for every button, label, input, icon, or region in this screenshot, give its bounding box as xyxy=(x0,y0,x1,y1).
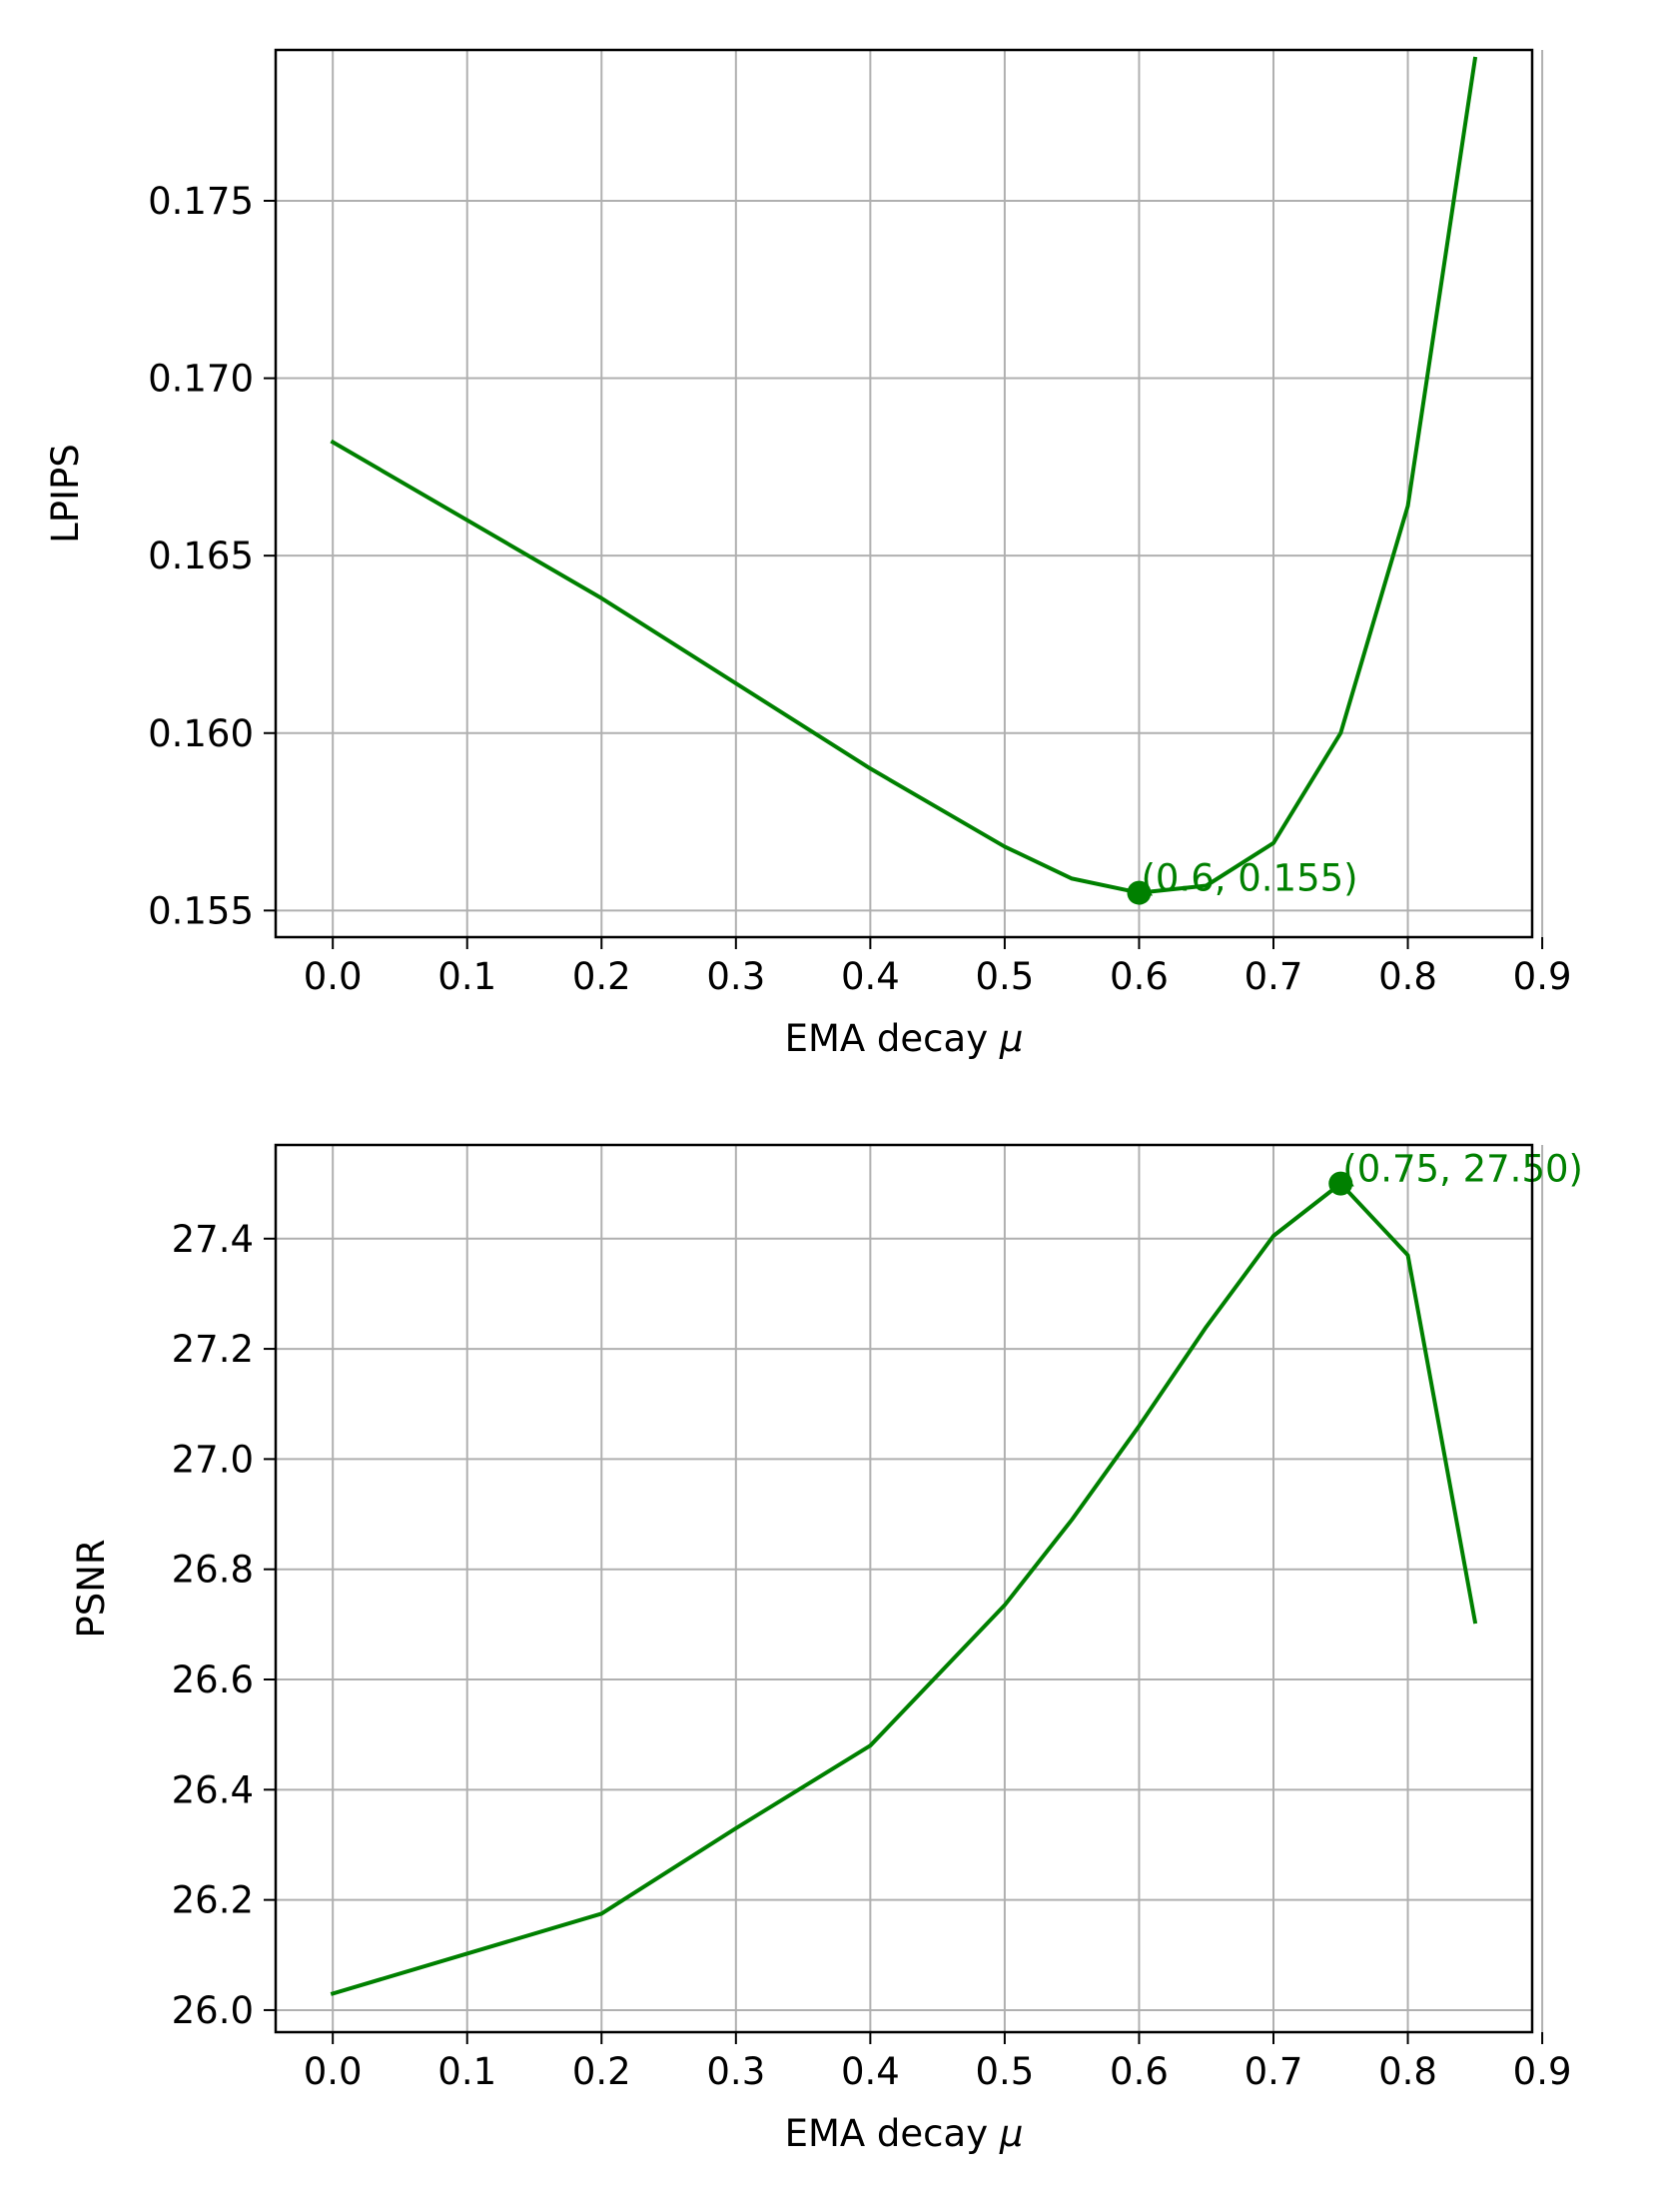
psnr-x-tick-label: 0.4 xyxy=(841,2050,900,2093)
lpips-y-tick-label: 0.165 xyxy=(148,535,254,577)
psnr-x-tick-label: 0.1 xyxy=(437,2050,496,2093)
lpips-highlight-label: (0.6, 0.155) xyxy=(1141,857,1357,900)
lpips-x-tick-label: 0.9 xyxy=(1513,955,1572,998)
lpips-y-tick-label: 0.155 xyxy=(148,889,254,932)
psnr-y-tick-label: 26.2 xyxy=(172,1879,254,1922)
psnr-axes-frame xyxy=(274,1143,1534,2034)
psnr-y-tick-label: 26.8 xyxy=(172,1549,254,1592)
psnr-series-line xyxy=(330,1181,1478,1996)
psnr-x-tick-label: 0.5 xyxy=(975,2050,1034,2093)
lpips-y-tick-label: 0.175 xyxy=(148,180,254,223)
lpips-x-tick-label: 0.6 xyxy=(1110,955,1169,998)
lpips-axes-frame xyxy=(274,48,1534,939)
psnr-y-tick-label: 26.0 xyxy=(172,1989,254,2032)
psnr-y-tick-label: 26.6 xyxy=(172,1659,254,1701)
psnr-panel: (0.75, 27.50) 0.0 0.1 0.2 0.3 0.4 0.5 0.6 0.7 0.8… xyxy=(70,1143,1583,2155)
psnr-highlight-label: (0.75, 27.50) xyxy=(1342,1148,1583,1191)
psnr-x-tick-label: 0.2 xyxy=(572,2050,631,2093)
psnr-x-tick-label: 0.0 xyxy=(304,2050,363,2093)
lpips-x-tick-label: 0.5 xyxy=(975,955,1034,998)
lpips-x-tick-label: 0.7 xyxy=(1244,955,1303,998)
psnr-x-tick-label: 0.9 xyxy=(1513,2050,1572,2093)
psnr-y-tick-label: 27.0 xyxy=(172,1438,254,1481)
psnr-x-tick-label: 0.6 xyxy=(1110,2050,1169,2093)
psnr-y-tick-label: 27.4 xyxy=(172,1218,254,1261)
lpips-x-tick-label: 0.0 xyxy=(304,955,363,998)
psnr-y-tick-label: 27.2 xyxy=(172,1328,254,1371)
psnr-x-tick-label: 0.7 xyxy=(1244,2050,1303,2093)
lpips-panel: (0.6, 0.155) 0.0 0.1 0.2 0.3 0.4 0.5 0.6 0.7 0.8 0… xyxy=(44,48,1572,1060)
psnr-y-tick-label: 26.4 xyxy=(172,1768,254,1811)
lpips-highlight-point xyxy=(1127,880,1152,905)
lpips-x-tick-label: 0.4 xyxy=(841,955,900,998)
lpips-y-tick-label: 0.170 xyxy=(148,358,254,401)
lpips-x-tick-label: 0.8 xyxy=(1378,955,1437,998)
lpips-y-axis-label: LPIPS xyxy=(44,444,87,544)
psnr-y-axis-label: PSNR xyxy=(70,1539,113,1638)
psnr-x-tick-label: 0.3 xyxy=(706,2050,765,2093)
psnr-x-tick-label: 0.8 xyxy=(1378,2050,1437,2093)
lpips-x-tick-label: 0.1 xyxy=(437,955,496,998)
lpips-x-axis-label: EMA decay μ xyxy=(785,1017,1024,1060)
lpips-x-tick-label: 0.2 xyxy=(572,955,631,998)
lpips-x-tick-label: 0.3 xyxy=(706,955,765,998)
lpips-y-tick-label: 0.160 xyxy=(148,712,254,755)
psnr-x-axis-label: EMA decay μ xyxy=(785,2112,1024,2155)
psnr-highlight-point xyxy=(1328,1171,1353,1196)
